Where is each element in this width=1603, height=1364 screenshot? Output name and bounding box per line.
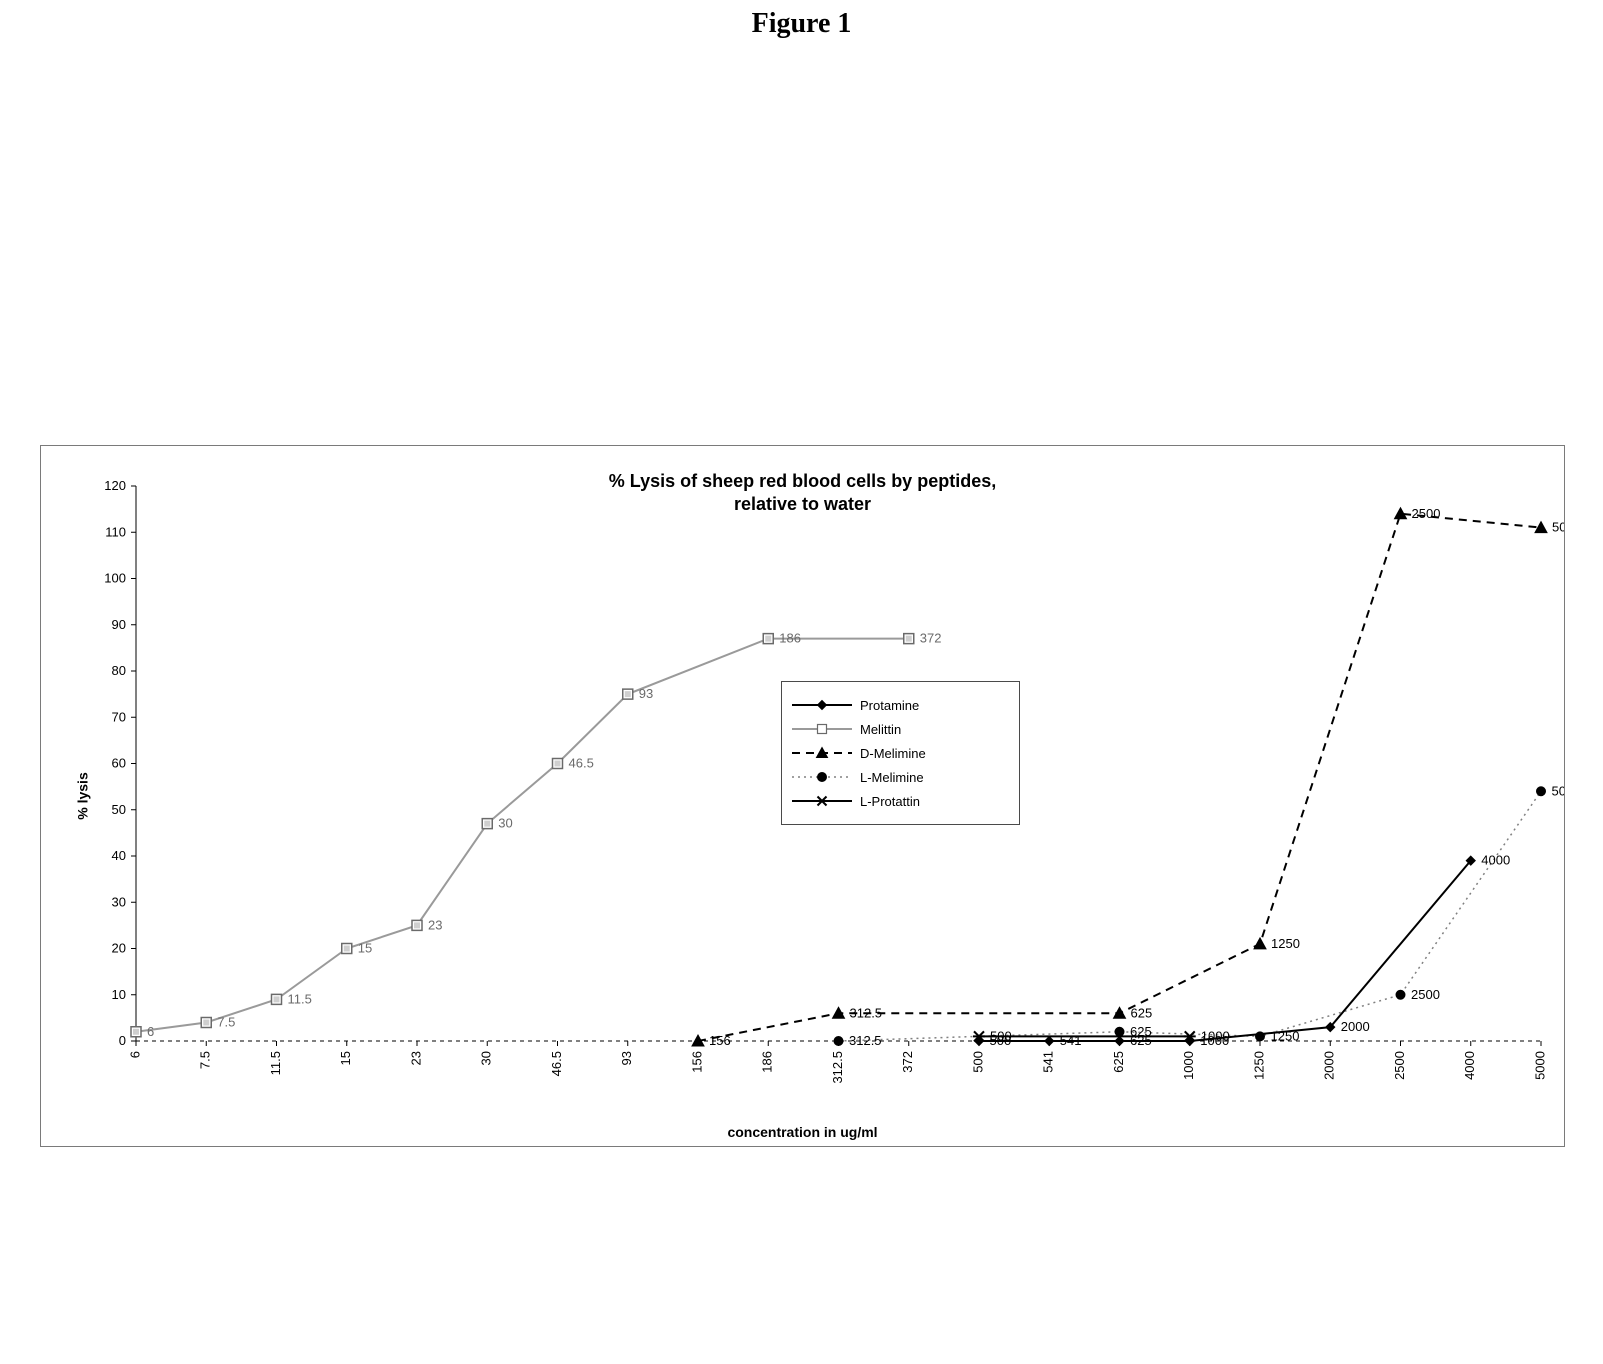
svg-text:5000: 5000: [1552, 520, 1564, 535]
svg-text:20: 20: [112, 941, 126, 956]
svg-text:30: 30: [112, 894, 126, 909]
svg-text:312.5: 312.5: [850, 1005, 883, 1020]
chart-title-line1: % Lysis of sheep red blood cells by pept…: [609, 471, 996, 491]
svg-text:6: 6: [127, 1051, 142, 1058]
svg-text:156: 156: [689, 1051, 704, 1073]
legend-item-d_melimine: D-Melimine: [792, 744, 1007, 762]
legend-label: L-Melimine: [860, 770, 924, 785]
legend-item-l_melimine: L-Melimine: [792, 768, 1007, 786]
svg-text:23: 23: [428, 917, 442, 932]
svg-text:372: 372: [900, 1051, 915, 1073]
legend-item-protamine: Protamine: [792, 696, 1007, 714]
legend-swatch: [792, 722, 852, 736]
legend-item-melittin: Melittin: [792, 720, 1007, 738]
x-axis-label: concentration in ug/ml: [41, 1124, 1564, 1140]
svg-text:1250: 1250: [1251, 1051, 1266, 1080]
svg-text:100: 100: [104, 571, 126, 586]
svg-text:30: 30: [498, 816, 512, 831]
svg-text:2000: 2000: [1322, 1051, 1337, 1080]
svg-text:11.5: 11.5: [288, 991, 312, 1006]
legend-swatch: [792, 794, 852, 808]
svg-text:4000: 4000: [1462, 1051, 1477, 1080]
svg-text:4000: 4000: [1481, 853, 1510, 868]
legend-label: L-Protattin: [860, 794, 920, 809]
svg-text:372: 372: [920, 631, 942, 646]
svg-text:30: 30: [479, 1051, 494, 1065]
figure-label: Figure 1: [0, 8, 1603, 40]
svg-text:7.5: 7.5: [198, 1051, 213, 1069]
svg-text:50: 50: [112, 802, 126, 817]
svg-text:46.5: 46.5: [549, 1051, 564, 1076]
svg-text:156: 156: [709, 1033, 731, 1048]
svg-text:541: 541: [1041, 1051, 1056, 1073]
svg-text:1000: 1000: [1181, 1051, 1196, 1080]
svg-text:40: 40: [112, 848, 126, 863]
legend-swatch: [792, 746, 852, 760]
svg-text:90: 90: [112, 617, 126, 632]
legend-swatch: [792, 770, 852, 784]
svg-text:46.5: 46.5: [569, 756, 594, 771]
svg-text:10: 10: [112, 987, 126, 1002]
svg-text:110: 110: [105, 524, 126, 539]
series-protamine: 500 541 625 1000 2000 4000: [975, 853, 1511, 1048]
legend-label: Melittin: [860, 722, 901, 737]
svg-text:186: 186: [760, 1051, 775, 1073]
legend-label: Protamine: [860, 698, 919, 713]
chart-title: % Lysis of sheep red blood cells by pept…: [41, 470, 1564, 515]
svg-text:625: 625: [1130, 1033, 1152, 1048]
svg-text:23: 23: [408, 1051, 423, 1065]
svg-text:15: 15: [358, 941, 372, 956]
chart-frame: % Lysis of sheep red blood cells by pept…: [40, 445, 1565, 1147]
svg-text:625: 625: [1111, 1051, 1126, 1073]
legend: Protamine Melittin D-Melimine L-Melimine L-P…: [781, 681, 1020, 825]
svg-text:70: 70: [112, 709, 126, 724]
svg-text:312.5: 312.5: [849, 1033, 882, 1048]
svg-text:2500: 2500: [1411, 987, 1440, 1002]
svg-text:1250: 1250: [1271, 936, 1300, 951]
svg-text:0: 0: [119, 1033, 126, 1048]
svg-text:80: 80: [112, 663, 126, 678]
svg-text:2000: 2000: [1341, 1019, 1370, 1034]
svg-text:15: 15: [338, 1051, 353, 1065]
svg-text:7.5: 7.5: [217, 1015, 235, 1030]
svg-text:500: 500: [970, 1051, 985, 1073]
legend-swatch: [792, 698, 852, 712]
svg-text:60: 60: [112, 756, 126, 771]
svg-text:1000: 1000: [1200, 1033, 1229, 1048]
legend-item-l_protattin: L-Protattin: [792, 792, 1007, 810]
svg-text:500: 500: [990, 1033, 1012, 1048]
svg-text:541: 541: [1060, 1033, 1082, 1048]
svg-text:5000: 5000: [1532, 1051, 1547, 1080]
svg-text:11.5: 11.5: [268, 1051, 283, 1075]
y-axis-label: % lysis: [75, 772, 91, 819]
svg-text:93: 93: [639, 686, 653, 701]
chart-title-line2: relative to water: [734, 494, 871, 514]
svg-text:186: 186: [779, 631, 801, 646]
svg-text:2500: 2500: [1392, 1051, 1407, 1080]
page: Figure 1 % Lysis of sheep red blood cell…: [0, 0, 1603, 1364]
legend-label: D-Melimine: [860, 746, 926, 761]
svg-text:5000: 5000: [1552, 783, 1565, 798]
svg-text:625: 625: [1131, 1005, 1153, 1020]
svg-text:93: 93: [619, 1051, 634, 1065]
svg-text:312.5: 312.5: [830, 1051, 845, 1084]
svg-text:6: 6: [147, 1024, 154, 1039]
